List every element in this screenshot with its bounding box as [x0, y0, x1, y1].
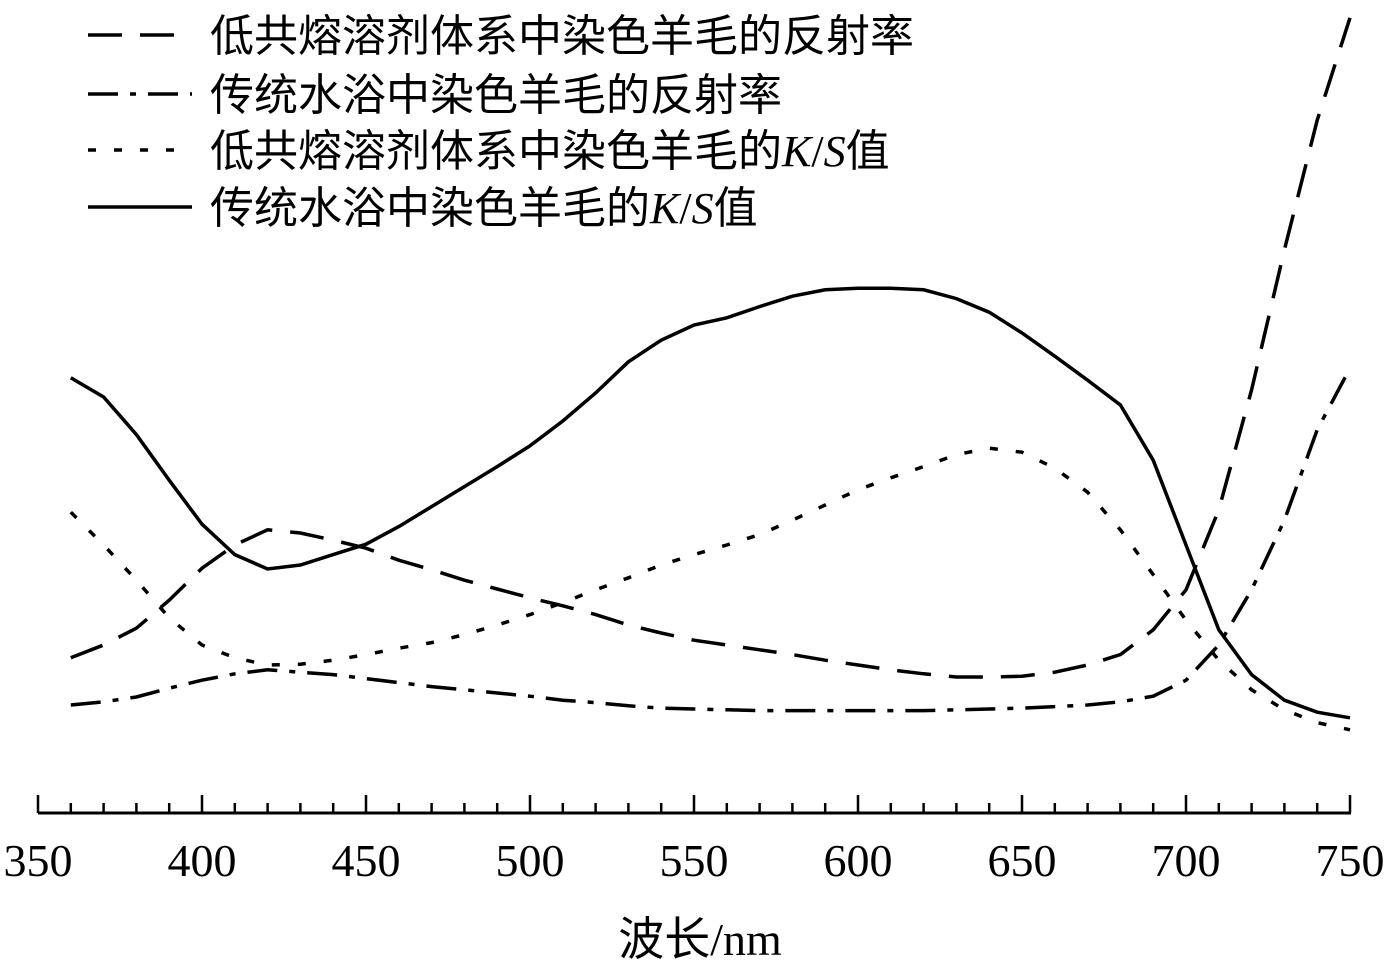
x-axis: 350 400 450 500 550 600 650 700 750: [4, 795, 1385, 886]
x-axis-title: 波长/nm: [618, 914, 782, 965]
series-line-2: [70, 367, 1352, 713]
x-tick-label: 650: [988, 835, 1057, 886]
legend-label: 传统水浴中染色羊毛的反射率: [210, 71, 782, 120]
x-tick-label: 400: [168, 835, 237, 886]
x-tick-label: 600: [824, 835, 893, 886]
legend-label: 低共熔溶剂体系中染色羊毛的反射率: [210, 12, 914, 61]
legend-item: 传统水浴中染色羊毛的反射率: [88, 71, 782, 120]
x-tick-label: 750: [1316, 835, 1385, 886]
legend-label: 传统水浴中染色羊毛的K/S值: [210, 184, 758, 233]
x-tick-label: 700: [1152, 835, 1221, 886]
series-line-3: [69, 446, 1351, 732]
x-tick-label: 350: [4, 835, 73, 886]
series-group: [69, 17, 1352, 732]
series-line-1: [70, 17, 1352, 679]
x-tick-label: 500: [496, 835, 565, 886]
legend-label: 低共熔溶剂体系中染色羊毛的K/S值: [210, 127, 890, 176]
legend: 低共熔溶剂体系中染色羊毛的反射率传统水浴中染色羊毛的反射率低共熔溶剂体系中染色羊…: [88, 12, 914, 233]
legend-item: 低共熔溶剂体系中染色羊毛的K/S值: [88, 127, 890, 176]
x-tick-label: 450: [332, 835, 401, 886]
x-tick-label: 550: [660, 835, 729, 886]
legend-item: 低共熔溶剂体系中染色羊毛的反射率: [88, 12, 914, 61]
series-line-4: [69, 286, 1351, 720]
legend-item: 传统水浴中染色羊毛的K/S值: [88, 184, 758, 233]
